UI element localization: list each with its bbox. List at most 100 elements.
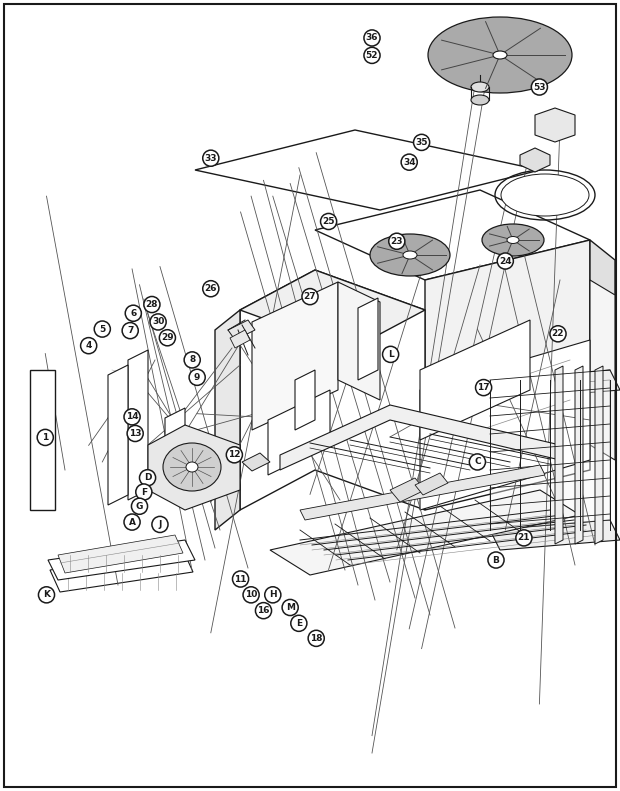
Polygon shape [228,320,255,340]
Polygon shape [242,453,270,471]
Text: 35: 35 [415,138,428,147]
Text: G: G [136,501,143,511]
Circle shape [152,517,168,532]
Circle shape [81,338,97,354]
Circle shape [291,615,307,631]
Polygon shape [595,366,603,544]
Text: F: F [141,487,147,497]
Polygon shape [555,366,563,544]
Ellipse shape [186,462,198,472]
Polygon shape [240,270,425,350]
Circle shape [321,214,337,229]
Text: M: M [286,603,294,612]
Text: 1: 1 [42,433,48,442]
Circle shape [383,346,399,362]
Circle shape [122,323,138,339]
Ellipse shape [471,95,489,105]
Text: 4: 4 [86,341,92,350]
Polygon shape [535,108,575,142]
Polygon shape [590,240,615,390]
Text: 29: 29 [161,333,174,343]
Text: 25: 25 [322,217,335,226]
Circle shape [364,30,380,46]
Circle shape [255,603,272,619]
Circle shape [124,409,140,425]
Ellipse shape [482,224,544,256]
Circle shape [140,470,156,486]
Polygon shape [252,282,338,430]
Polygon shape [270,490,580,575]
Polygon shape [300,465,545,520]
Polygon shape [358,298,378,380]
Text: 22: 22 [552,329,564,339]
Text: 34: 34 [403,157,415,167]
Circle shape [531,79,547,95]
Text: H: H [269,590,277,600]
Text: eReplacementParts.com: eReplacementParts.com [234,438,386,448]
Text: 9: 9 [194,373,200,382]
Circle shape [401,154,417,170]
Circle shape [38,587,55,603]
Circle shape [476,380,492,396]
Text: 33: 33 [205,153,217,163]
Text: 10: 10 [245,590,257,600]
Circle shape [94,321,110,337]
Polygon shape [420,340,590,510]
Polygon shape [490,520,620,550]
Text: 14: 14 [126,412,138,422]
Text: 26: 26 [205,284,217,293]
Text: D: D [144,473,151,483]
Circle shape [414,134,430,150]
Polygon shape [148,425,240,510]
Polygon shape [280,405,560,470]
Circle shape [136,484,152,500]
Circle shape [497,253,513,269]
Circle shape [124,514,140,530]
Text: K: K [43,590,50,600]
Circle shape [488,552,504,568]
Polygon shape [295,370,315,430]
Polygon shape [50,550,193,592]
Polygon shape [420,320,530,440]
Text: L: L [388,350,394,359]
Polygon shape [425,240,590,410]
Text: 21: 21 [518,533,530,543]
Ellipse shape [370,234,450,276]
Polygon shape [575,366,583,544]
Polygon shape [165,408,185,498]
Circle shape [243,587,259,603]
Circle shape [550,326,566,342]
Text: 17: 17 [477,383,490,392]
Text: A: A [128,517,136,527]
Text: 30: 30 [152,317,164,327]
Circle shape [150,314,166,330]
Circle shape [203,150,219,166]
Circle shape [308,630,324,646]
Text: C: C [474,457,480,467]
Text: 52: 52 [366,51,378,60]
Polygon shape [425,370,590,510]
Polygon shape [490,380,610,530]
Ellipse shape [163,443,221,491]
Circle shape [127,426,143,441]
Polygon shape [490,370,620,400]
Circle shape [232,571,249,587]
Text: 24: 24 [499,256,511,266]
Text: 12: 12 [228,450,241,460]
Circle shape [159,330,175,346]
Text: 36: 36 [366,33,378,43]
Polygon shape [338,282,380,400]
Circle shape [131,498,148,514]
Polygon shape [268,390,330,475]
Ellipse shape [507,237,519,244]
Text: 5: 5 [99,324,105,334]
Polygon shape [415,473,448,495]
Text: 13: 13 [129,429,141,438]
Circle shape [364,47,380,63]
Text: 23: 23 [391,237,403,246]
Text: 6: 6 [130,308,136,318]
Text: 28: 28 [146,300,158,309]
Text: 18: 18 [310,634,322,643]
Ellipse shape [428,17,572,93]
Polygon shape [128,350,148,500]
